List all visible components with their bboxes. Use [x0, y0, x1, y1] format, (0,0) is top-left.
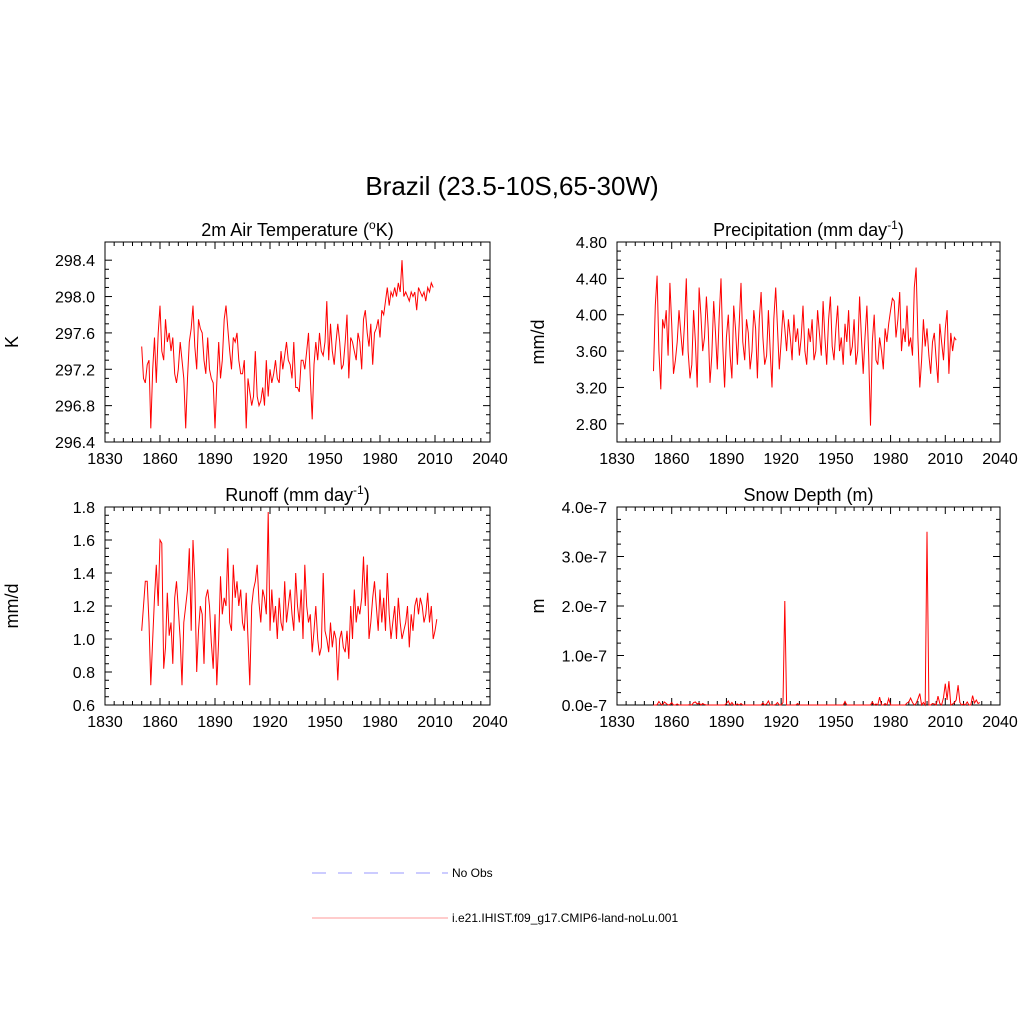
x-tick-label: 1860: [142, 714, 178, 731]
x-tick-label: 1920: [252, 714, 288, 731]
panel-0: 2m Air Temperature (oK) K 1830 1860 1890 1920…: [2, 218, 508, 468]
y-tick-label: 298.4: [55, 253, 95, 270]
panel-title-superscript: -1: [353, 483, 364, 497]
y-tick-label: 1.2: [73, 599, 95, 616]
x-tick-label: 1830: [599, 451, 635, 468]
x-tick-label: 2040: [982, 714, 1018, 731]
x-tick-label: 1980: [873, 714, 909, 731]
y-tick-label: 1.4: [73, 566, 95, 583]
y-axis-label: m: [528, 599, 548, 614]
panel-title-main: Precipitation (mm day: [713, 220, 887, 240]
panel-title: Runoff (mm day-1): [225, 483, 369, 505]
panel-title-suffix: K): [376, 220, 394, 240]
x-tick-label: 1980: [362, 451, 398, 468]
panel-title: Snow Depth (m): [743, 485, 873, 505]
series-line-0: [653, 267, 957, 426]
x-tick-label: 1890: [709, 714, 745, 731]
panel-title: Precipitation (mm day-1): [713, 218, 904, 240]
series-line-0: [653, 531, 981, 707]
x-tick-label: 2010: [927, 451, 963, 468]
plot-frame: [616, 241, 1001, 443]
figure-title: Brazil (23.5-10S,65-30W): [365, 171, 658, 201]
panel-title-main: Runoff (mm day: [225, 485, 353, 505]
y-tick-label: 4.80: [576, 235, 607, 252]
y-tick-label: 1.0: [73, 632, 95, 649]
y-tick-label: 0.8: [73, 665, 95, 682]
x-tick-label: 1830: [599, 714, 635, 731]
panel-title-suffix: ): [364, 485, 370, 505]
y-tick-label: 1.6: [73, 533, 95, 550]
y-tick-label: 4.00: [576, 308, 607, 325]
x-tick-label: 1830: [87, 451, 123, 468]
y-tick-label: 296.4: [55, 435, 95, 452]
panel-title-superscript: -1: [887, 218, 898, 232]
plot-frame: [616, 506, 1001, 706]
y-tick-label: 298.0: [55, 290, 95, 307]
y-tick-label: 4.40: [576, 271, 607, 288]
x-tick-label: 1890: [709, 451, 745, 468]
y-tick-label: 3.60: [576, 344, 607, 361]
panel-title-superscript: o: [369, 218, 376, 232]
x-tick-label: 1920: [763, 451, 799, 468]
y-tick-label: 0.0e-7: [562, 698, 607, 715]
y-tick-label: 1.0e-7: [562, 649, 607, 666]
y-axis-label: mm/d: [2, 584, 22, 629]
panel-title-suffix: ): [898, 220, 904, 240]
plot-frame: [104, 241, 491, 443]
x-tick-label: 2010: [927, 714, 963, 731]
x-tick-label: 1950: [818, 451, 854, 468]
y-tick-label: 4.0e-7: [562, 500, 607, 517]
x-tick-label: 2040: [472, 451, 508, 468]
x-tick-label: 1950: [307, 451, 343, 468]
panels: 2m Air Temperature (oK) K 1830 1860 1890 1920…: [2, 218, 1018, 731]
x-tick-label: 1890: [197, 451, 233, 468]
x-tick-label: 1860: [654, 451, 690, 468]
y-tick-label: 2.0e-7: [562, 599, 607, 616]
series-line-0: [141, 511, 438, 686]
legend-label-no-obs: No Obs: [452, 866, 493, 880]
y-tick-label: 296.8: [55, 399, 95, 416]
y-tick-label: 2.80: [576, 417, 607, 434]
y-tick-label: 0.6: [73, 698, 95, 715]
panel-title: 2m Air Temperature (oK): [201, 218, 393, 240]
x-tick-label: 2040: [472, 714, 508, 731]
x-tick-label: 1860: [654, 714, 690, 731]
y-tick-label: 3.0e-7: [562, 550, 607, 567]
legend-label-model: i.e21.IHIST.f09_g17.CMIP6-land-noLu.001: [452, 911, 678, 925]
x-tick-label: 2010: [417, 714, 453, 731]
y-axis-label: K: [2, 336, 22, 348]
x-tick-label: 1950: [818, 714, 854, 731]
y-tick-label: 297.6: [55, 326, 95, 343]
panel-title-main: Snow Depth (m): [743, 485, 873, 505]
x-tick-label: 2040: [982, 451, 1018, 468]
x-tick-label: 1980: [362, 714, 398, 731]
legend: No Obs i.e21.IHIST.f09_g17.CMIP6-land-no…: [312, 866, 678, 925]
panel-title-main: 2m Air Temperature (: [201, 220, 369, 240]
panel-2: Runoff (mm day-1) mm/d 1830 1860 1890 1920 195…: [2, 483, 508, 731]
x-tick-label: 1860: [142, 451, 178, 468]
x-tick-label: 1920: [763, 714, 799, 731]
y-tick-label: 297.2: [55, 362, 95, 379]
x-tick-label: 1830: [87, 714, 123, 731]
panel-3: Snow Depth (m) m 1830 1860 1890 1920 1950 1980 2…: [528, 485, 1018, 731]
y-tick-label: 3.20: [576, 380, 607, 397]
x-tick-label: 1920: [252, 451, 288, 468]
x-tick-label: 1980: [873, 451, 909, 468]
x-tick-label: 2010: [417, 451, 453, 468]
y-tick-label: 1.8: [73, 500, 95, 517]
x-tick-label: 1950: [307, 714, 343, 731]
series-line-0: [141, 260, 434, 429]
x-tick-label: 1890: [197, 714, 233, 731]
panel-1: Precipitation (mm day-1) mm/d 1830 1860 1890…: [528, 218, 1018, 468]
y-axis-label: mm/d: [528, 320, 548, 365]
